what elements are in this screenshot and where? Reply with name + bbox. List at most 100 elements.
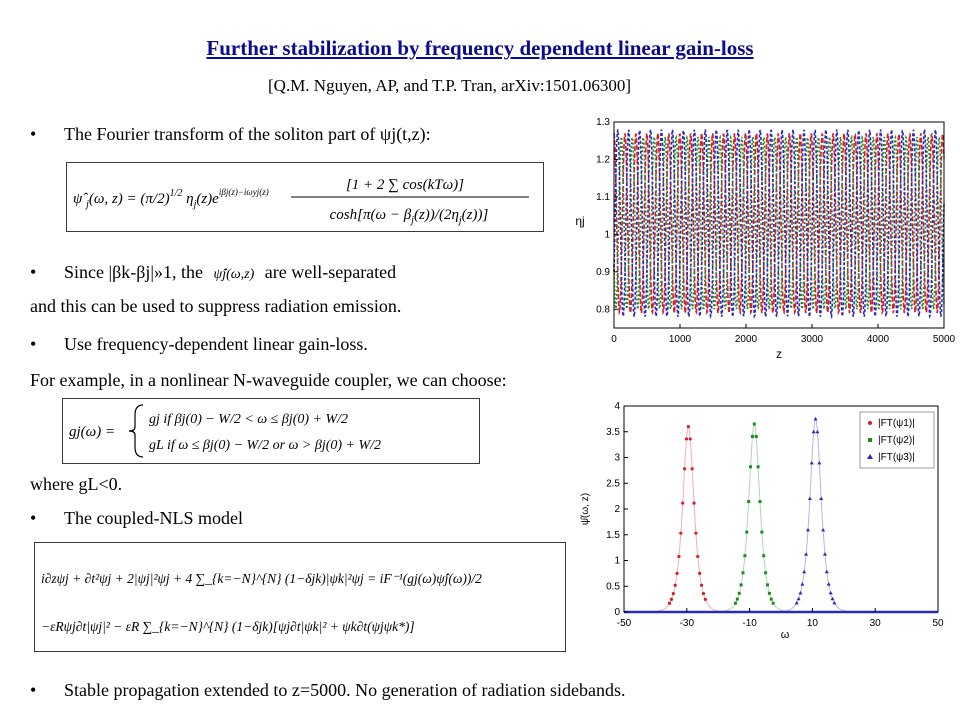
spectrum-point <box>822 552 827 556</box>
nls-line-2: −εRψj∂t|ψj|² − εR ∑_{k=−N}^{N} (1−δjk)[ψ… <box>41 619 415 634</box>
eta-y-tick-label: 1 <box>604 229 610 240</box>
spectrum-point <box>826 582 831 586</box>
eta-series-line-2 <box>613 134 945 310</box>
spectrum-point <box>771 601 775 605</box>
spectrum-point <box>684 437 689 441</box>
spectrum-point <box>749 465 753 469</box>
eta-y-tick-label: 0.9 <box>596 267 610 278</box>
bullet-stable: Stable propagation extended to z=5000. N… <box>30 680 625 701</box>
spectrum-point <box>747 500 751 504</box>
eta-y-tick-label: 0.8 <box>596 304 610 315</box>
spectrum-chart-svg: -50 -30 -10 10 30 50 0 0.5 1 1.5 2 2.5 3 3.5 4 ω ψ̂(ω, z… <box>579 401 944 641</box>
spectrum-point <box>669 597 674 601</box>
spectrum-point <box>807 496 812 501</box>
spectrum-y-tick-label: 1.5 <box>606 530 620 541</box>
spectrum-point <box>815 429 820 434</box>
spectrum-x-tick-label: 50 <box>932 618 944 629</box>
eta-y-axis-label: ηj <box>575 214 584 228</box>
spectrum-point <box>798 590 803 595</box>
spectrum-point <box>762 554 766 558</box>
spectrum-point <box>830 596 835 601</box>
spectrum-point <box>760 530 764 534</box>
spectrum-point <box>735 597 739 601</box>
spectrum-y-tick-label: 0 <box>614 607 620 618</box>
eta-x-tick-label: 1000 <box>669 334 692 345</box>
spectrum-y-axis-label: ψ̂(ω, z) <box>579 493 591 525</box>
nls-line-1: i∂zψj + ∂t²ψj + 2|ψj|²ψj + 4 ∑_{k=−N}^{N… <box>41 571 482 586</box>
spectrum-x-tick-label: -30 <box>680 618 695 629</box>
spectrum-point <box>688 437 692 441</box>
gain-loss-equation: gj(ω) = gj if βj(0) − W/2 < ω ≤ βj(0) + … <box>62 398 480 464</box>
gain-case1: gj if βj(0) − W/2 < ω ≤ βj(0) + W/2 <box>149 412 348 427</box>
spectrum-point <box>675 571 679 575</box>
spectrum-point <box>750 435 754 439</box>
spectrum-point <box>737 591 741 595</box>
spectrum-point <box>764 571 768 575</box>
eta-y-tick-label: 1.1 <box>596 192 610 203</box>
bullet-fourier: The Fourier transform of the soliton par… <box>30 124 431 145</box>
eq-denominator: cosh[π(ω − βj(z))/(2ηj(z))] <box>330 207 489 226</box>
spectrum-point <box>677 554 681 559</box>
spectrum-point <box>802 569 807 574</box>
spectrum-point <box>733 601 737 605</box>
spectrum-point <box>800 582 805 586</box>
spectrum-y-tick-label: 2.5 <box>606 478 620 489</box>
bullet-coupled-nls: The coupled-NLS model <box>30 508 243 529</box>
spectrum-point <box>752 422 756 426</box>
spectrum-point <box>809 460 814 465</box>
bullet2-symbol: ψ̂j(ω,z) <box>213 267 255 282</box>
spectrum-point <box>686 425 690 429</box>
spectrum-point <box>701 591 706 596</box>
eta-plot-frame <box>613 121 945 329</box>
spectrum-point <box>767 591 771 595</box>
eta-x-tick-label: 5000 <box>933 334 956 345</box>
eta-x-tick-label: 0 <box>611 334 617 345</box>
eta-chart-svg: 0 1000 2000 3000 4000 5000 0.8 0.9 1 1.1 1.2 1.3 z ηj <box>575 117 956 361</box>
spectrum-point <box>819 496 824 501</box>
gain-lhs: gj(ω) = <box>69 424 115 440</box>
spectrum-y-tick-label: 3.5 <box>606 427 620 438</box>
line-radiation: and this can be used to suppress radiati… <box>30 296 402 316</box>
spectrum-point <box>794 600 799 605</box>
spectrum-y-tick-label: 0.5 <box>606 581 620 592</box>
spectrum-point <box>758 500 762 504</box>
spectrum-point <box>756 465 760 469</box>
spectrum-point <box>743 554 747 558</box>
spectrum-point <box>821 527 826 532</box>
gain-case2: gL if ω ≤ βj(0) − W/2 or ω > βj(0) + W/2 <box>149 438 381 453</box>
gain-loss-render: gj(ω) = gj if βj(0) − W/2 < ω ≤ βj(0) + … <box>69 404 381 458</box>
spectrum-point <box>828 590 833 595</box>
spectrum-point <box>673 583 677 587</box>
spectrum-point <box>769 597 773 601</box>
spectrum-point <box>824 569 829 574</box>
spectrum-point <box>813 416 818 421</box>
legend-marker <box>868 421 872 425</box>
nls-render: i∂zψj + ∂t²ψj + 2|ψj|²ψj + 4 ∑_{k=−N}^{N… <box>41 571 482 634</box>
spectrum-point <box>796 596 801 601</box>
spectrum-point <box>703 597 707 601</box>
eq-lhs: ψ̂ j(ω, z) = (π/2)1/2 ηj(z)eiβj(z)−iωyj(… <box>73 187 269 210</box>
fourier-equation-render: ψ̂ j(ω, z) = (π/2)1/2 ηj(z)eiβj(z)−iωyj(… <box>73 177 529 226</box>
bullet-separated: Since |βk-βj|»1, the ψ̂j(ω,z) are well-s… <box>30 262 396 283</box>
spectrum-point <box>817 460 822 465</box>
spectrum-point <box>806 527 811 532</box>
spectrum-point <box>694 531 698 535</box>
spectrum-point <box>681 501 685 505</box>
spectrum-y-tick-label: 4 <box>614 401 620 412</box>
spectrum-point <box>698 571 702 575</box>
spectrum-y-tick-label: 1 <box>614 556 620 567</box>
spectrum-point <box>741 571 745 575</box>
legend-entry: |FT(ψ3)| <box>878 452 915 463</box>
eta-y-tick-label: 1.2 <box>596 154 610 165</box>
slide-title: Further stabilization by frequency depen… <box>206 36 754 60</box>
spectrum-y-tick-label: 2 <box>614 504 620 515</box>
spectrum-point <box>679 531 683 535</box>
eq-numerator: [1 + 2 ∑ cos(kTω)] <box>346 177 464 193</box>
spectrum-point <box>667 601 672 605</box>
spectrum-point <box>683 467 687 471</box>
spectrum-point <box>745 530 749 534</box>
legend-entry: |FT(ψ2)| <box>878 435 915 446</box>
legend-entry: |FT(ψ1)| <box>878 418 915 429</box>
spectrum-x-tick-label: 10 <box>807 618 819 629</box>
spectrum-x-tick-label: -50 <box>617 618 632 629</box>
